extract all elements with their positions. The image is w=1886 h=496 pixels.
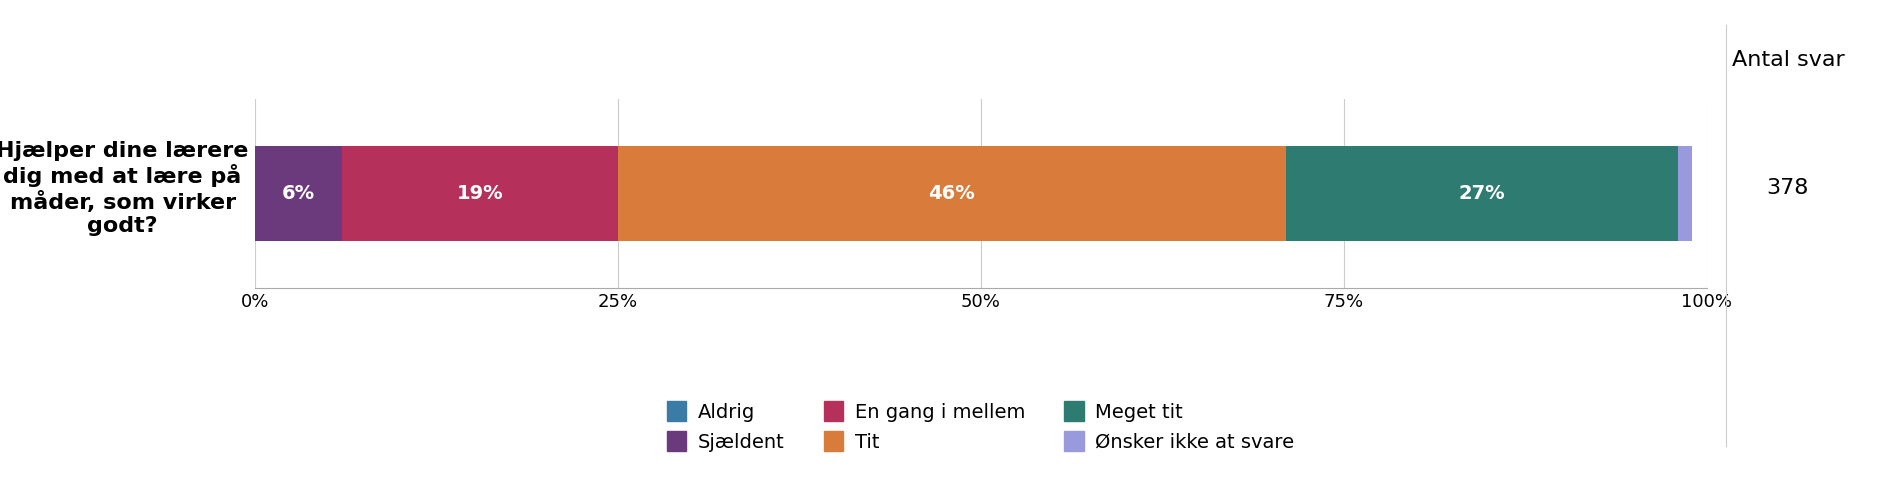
Text: 378: 378 xyxy=(1767,179,1809,198)
Bar xyxy=(619,146,1286,241)
Legend: Aldrig, Sjældent, En gang i mellem, Tit, Meget tit, Ønsker ikke at svare: Aldrig, Sjældent, En gang i mellem, Tit,… xyxy=(668,401,1294,452)
Bar xyxy=(1679,146,1692,241)
Bar xyxy=(1286,146,1679,241)
Text: Antal svar: Antal svar xyxy=(1731,50,1845,69)
Text: 46%: 46% xyxy=(928,184,975,203)
Bar xyxy=(341,146,619,241)
Text: Hjælper dine lærere
dig med at lære på
måder, som virker
godt?: Hjælper dine lærere dig med at lære på m… xyxy=(0,141,249,236)
Text: 6%: 6% xyxy=(281,184,315,203)
Text: 19%: 19% xyxy=(456,184,504,203)
Bar xyxy=(255,146,341,241)
Text: 27%: 27% xyxy=(1458,184,1505,203)
